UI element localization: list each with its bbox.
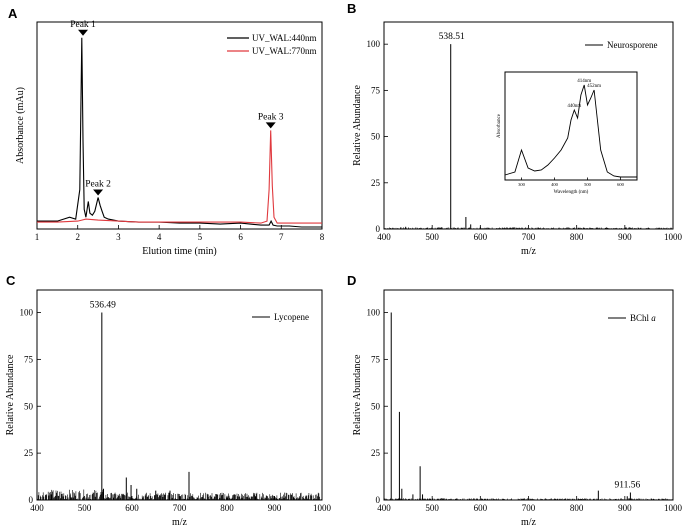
legend-label: Lycopene [274,312,309,322]
inset-x-tick-label: 500 [584,182,592,187]
inset-peak-label: 440nm [567,104,581,109]
y-axis-label: Absorbance (mAu) [15,87,26,164]
y-tick-label: 75 [24,354,34,364]
x-tick-label: 800 [570,503,584,513]
panel-c: 400 500 600 700 800 900 1000 0 25 50 75 100 m/z Relat… [5,273,332,528]
panel-d: 400 500 600 700 800 900 1000 0 25 50 75 100 m/z Relat… [347,273,683,528]
peak-label: Peak 3 [258,112,284,122]
x-tick-label: 700 [522,232,536,242]
x-tick-label: 6 [238,232,243,242]
peak-mz-label: 911.56 [615,481,641,491]
y-tick-label: 25 [371,178,381,188]
x-tick-label: 3 [116,232,121,242]
y-tick-label: 100 [367,308,381,318]
y-tick-label: 25 [24,448,34,458]
legend-label: BChl a [630,313,656,323]
inset-x-label: Wavelength (nm) [554,190,589,195]
panel-a: 1 2 3 4 5 6 7 8 Elution time (min) Absorbance (mA… [8,6,325,257]
x-axis-label: m/z [172,517,188,528]
y-tick-label: 100 [367,39,381,49]
peak-marker [265,122,276,129]
x-tick-label: 1000 [664,232,683,242]
legend-label-440: UV_WAL:440nm [252,33,317,43]
x-tick-label: 700 [173,503,187,513]
x-tick-label: 1000 [313,503,332,513]
plot-frame [36,21,323,230]
x-tick-label: 1 [35,232,40,242]
x-tick-label: 700 [522,503,536,513]
y-tick-label: 50 [371,401,381,411]
panel-letter: B [347,1,356,16]
inset-x-tick-label: 400 [551,182,559,187]
x-tick-label: 400 [377,232,391,242]
y-axis-label: Relative Abundance [5,354,16,435]
peak-marker [78,29,89,36]
panel-letter: D [347,273,356,288]
x-tick-label: 1000 [664,503,683,513]
series-line-1 [37,37,322,228]
y-tick-label: 0 [29,495,34,505]
x-tick-label: 7 [279,232,284,242]
peak-mz-label: 536.49 [90,301,116,311]
y-tick-label: 0 [376,495,381,505]
plot-frame [383,21,674,230]
inset-y-label: Absorbance [497,113,502,138]
x-tick-label: 500 [78,503,92,513]
y-tick-label: 75 [371,354,381,364]
panel-letter: C [6,273,16,288]
y-axis-label: Relative Abundance [352,85,363,166]
x-tick-label: 900 [618,232,632,242]
series-line-2 [37,130,322,224]
x-tick-label: 8 [320,232,325,242]
peak-mz-label: 538.51 [439,32,465,42]
x-axis-label: m/z [521,246,537,257]
inset-x-tick-label: 300 [518,182,526,187]
x-tick-label: 2 [75,232,80,242]
x-tick-label: 500 [425,503,439,513]
x-tick-label: 600 [474,232,488,242]
inset-peak-label: 452nm [587,84,601,89]
x-tick-label: 900 [618,503,632,513]
legend-label-770: UV_WAL:770nm [252,46,317,56]
x-tick-label: 800 [220,503,234,513]
inset-peak-label: 414nm [577,79,591,84]
baseline-noise [384,498,674,500]
y-tick-label: 50 [24,401,34,411]
x-tick-label: 400 [30,503,44,513]
x-tick-label: 4 [157,232,162,242]
baseline-noise [37,489,323,500]
y-tick-label: 0 [376,224,381,234]
y-tick-label: 100 [20,308,34,318]
peak-label: Peak 1 [70,20,96,30]
x-tick-label: 400 [377,503,391,513]
peak-label: Peak 2 [85,179,111,189]
panel-b: 400 500 600 700 800 900 1000 0 25 50 75 100 m/z Relat… [347,1,683,257]
x-axis-label: Elution time (min) [142,246,216,257]
x-tick-label: 800 [570,232,584,242]
inset-x-tick-label: 600 [617,182,625,187]
legend-label: Neurosporene [607,40,657,50]
x-tick-label: 900 [268,503,282,513]
x-tick-label: 600 [125,503,139,513]
y-tick-label: 75 [371,85,381,95]
y-axis-label: Relative Abundance [352,354,363,435]
x-tick-label: 500 [425,232,439,242]
inset-absorbance-line [504,84,637,178]
panel-letter: A [8,6,18,21]
y-tick-label: 50 [371,132,381,142]
y-tick-label: 25 [371,448,381,458]
x-axis-label: m/z [521,517,537,528]
peak-marker [93,189,104,196]
inset-frame [504,71,638,181]
x-tick-label: 5 [198,232,203,242]
x-tick-label: 600 [474,503,488,513]
